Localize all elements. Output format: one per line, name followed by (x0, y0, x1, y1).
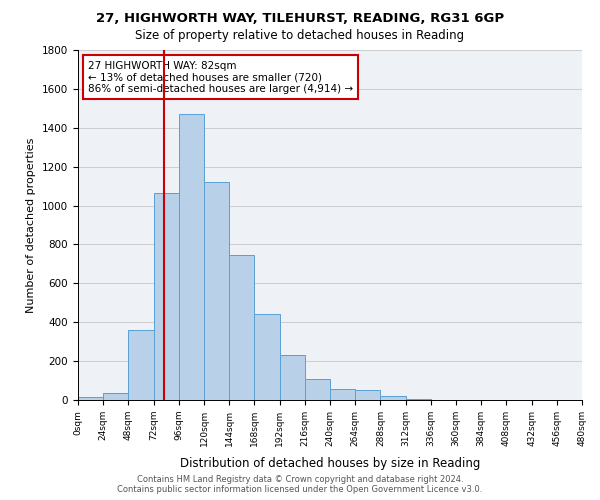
Bar (280, 356, 305, 400)
Bar (406, 399, 431, 400)
Text: 27, HIGHWORTH WAY, TILEHURST, READING, RG31 6GP: 27, HIGHWORTH WAY, TILEHURST, READING, R… (96, 12, 504, 26)
Bar (154, 193, 179, 400)
Text: 27 HIGHWORTH WAY: 82sqm
← 13% of detached houses are smaller (720)
86% of semi-d: 27 HIGHWORTH WAY: 82sqm ← 13% of detache… (88, 60, 353, 94)
Bar (128, 330, 154, 400)
Bar (204, 182, 229, 400)
Bar (380, 396, 406, 400)
Bar (229, 255, 254, 400)
Bar (330, 390, 355, 400)
Bar (305, 378, 330, 400)
Text: Size of property relative to detached houses in Reading: Size of property relative to detached ho… (136, 29, 464, 42)
Bar (78, 397, 103, 400)
Text: Contains public sector information licensed under the Open Government Licence v3: Contains public sector information licen… (118, 485, 482, 494)
Bar (254, 314, 280, 400)
Bar (355, 390, 380, 400)
Bar (103, 393, 128, 400)
X-axis label: Distribution of detached houses by size in Reading: Distribution of detached houses by size … (180, 457, 480, 470)
Text: Contains HM Land Registry data © Crown copyright and database right 2024.: Contains HM Land Registry data © Crown c… (137, 475, 463, 484)
Bar (179, 114, 204, 400)
Y-axis label: Number of detached properties: Number of detached properties (26, 138, 37, 312)
